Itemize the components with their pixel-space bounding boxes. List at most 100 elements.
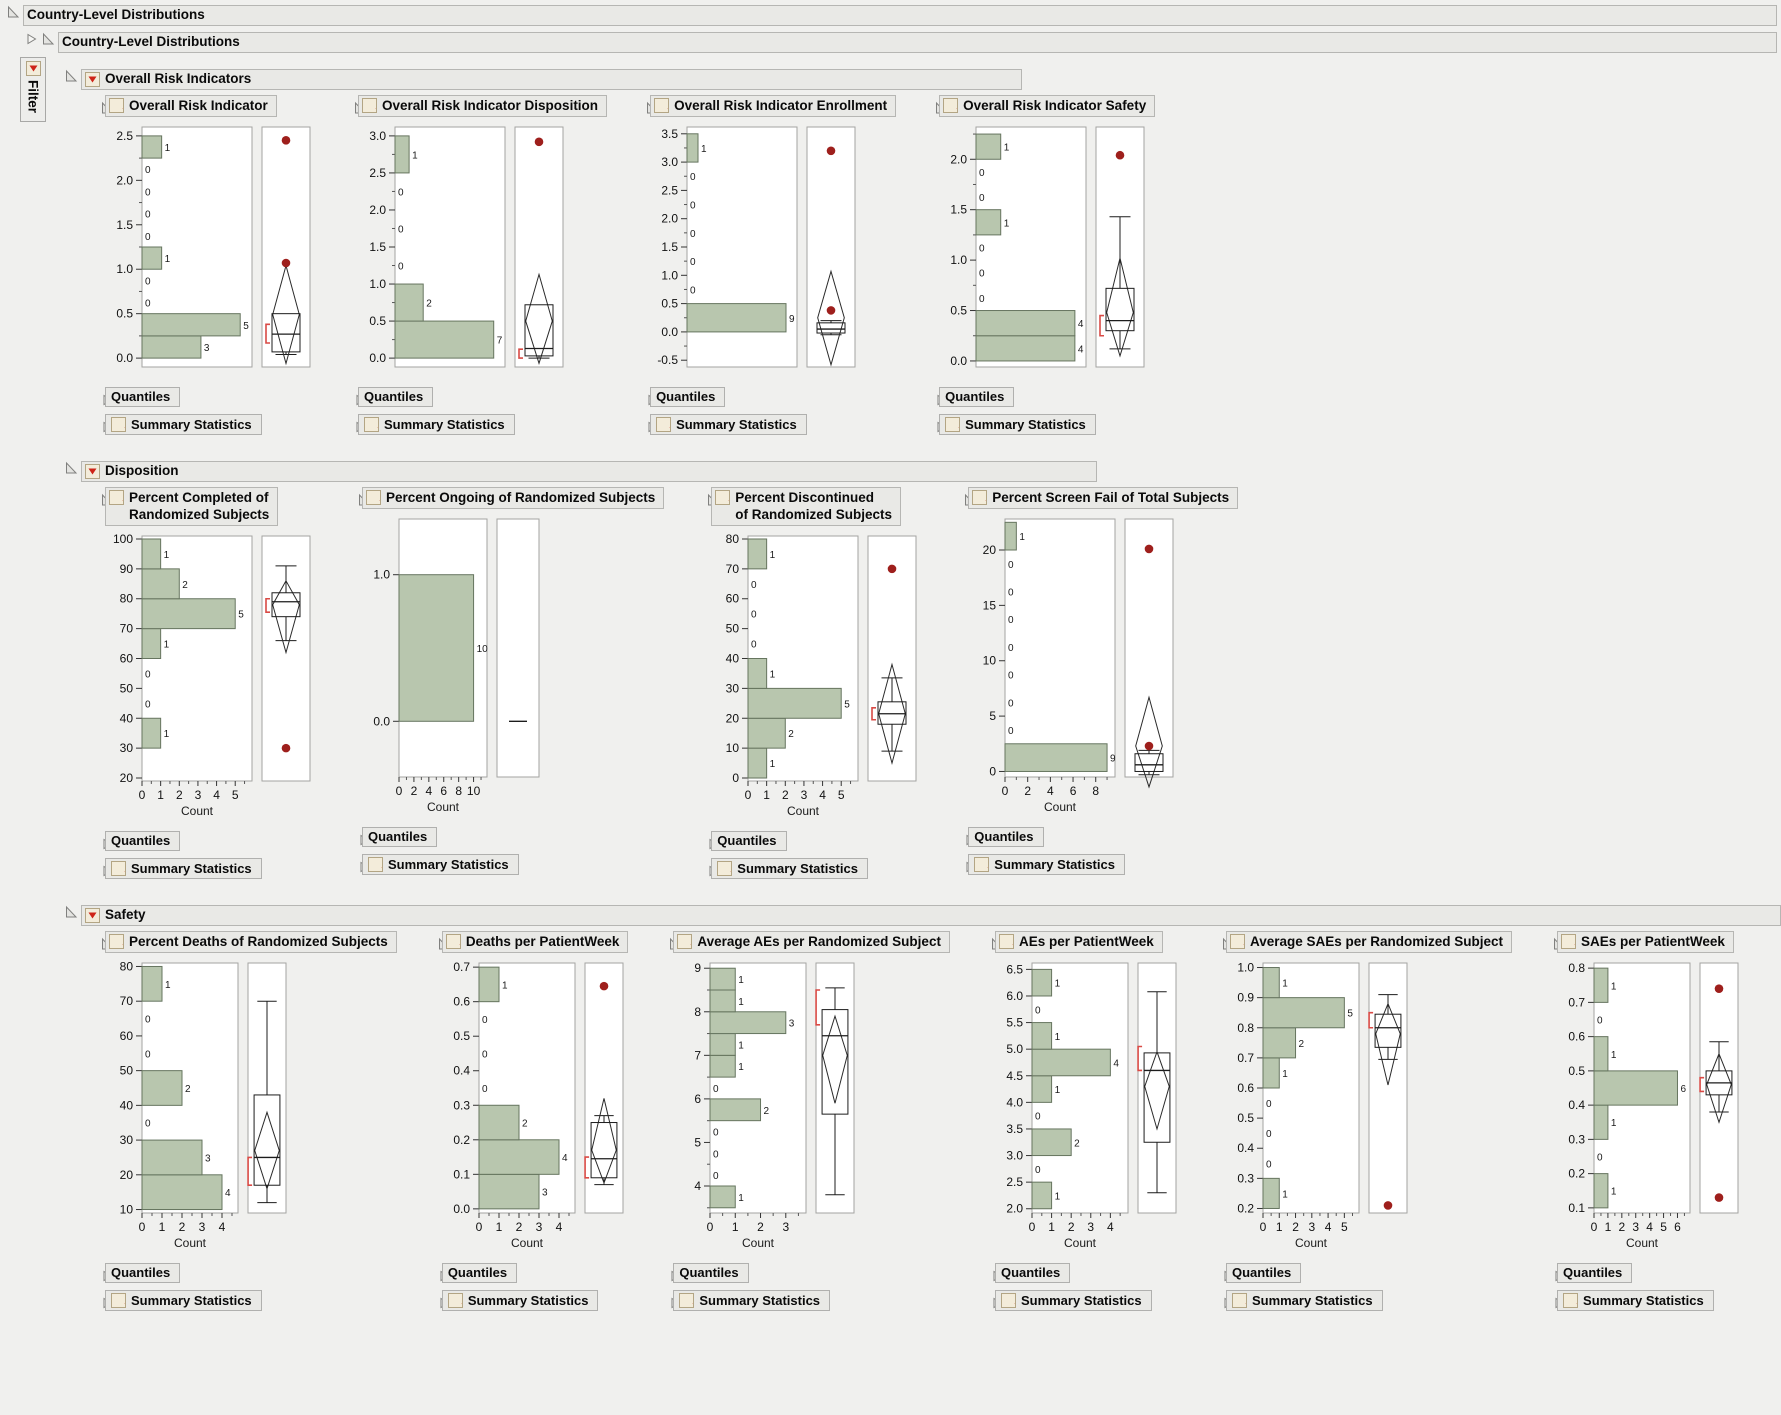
histogram-bar[interactable] [1031, 968, 1053, 997]
summary-statistics-button[interactable]: Summary Statistics [441, 1290, 599, 1311]
quantiles-button[interactable]: Quantiles [358, 387, 434, 407]
panel-title-bar[interactable]: Percent Screen Fail of Total Subjects [968, 487, 1239, 509]
filter-tab[interactable]: Filter [20, 57, 46, 123]
panel-title-bar[interactable]: Average SAEs per Randomized Subject [1225, 931, 1513, 953]
expand-icon[interactable] [633, 387, 658, 406]
outlier-point[interactable] [281, 743, 291, 753]
panel-title-bar[interactable]: Percent Ongoing of Randomized Subjects [362, 487, 665, 509]
red-menu-icon[interactable] [1229, 934, 1245, 949]
red-menu-icon[interactable] [943, 98, 959, 113]
quantiles-button[interactable]: Quantiles [1557, 1263, 1633, 1283]
summary-statistics-button[interactable]: Summary Statistics [105, 414, 262, 435]
collapse-icon[interactable] [88, 931, 114, 950]
panel-title-bar[interactable]: Percent Discontinued of Randomized Subjec… [711, 487, 902, 526]
histogram-bar[interactable] [747, 747, 768, 779]
histogram-bar[interactable] [709, 1033, 737, 1056]
outlier-point[interactable] [887, 564, 897, 574]
expand-icon[interactable] [978, 1263, 1003, 1282]
expand-icon[interactable] [922, 387, 947, 406]
red-menu-icon[interactable] [1231, 1293, 1247, 1308]
histogram-bar[interactable] [1031, 1128, 1072, 1157]
histogram-bar[interactable] [975, 133, 1002, 160]
histogram-bar[interactable] [1593, 1173, 1609, 1209]
expand-icon[interactable] [88, 858, 113, 877]
red-menu-icon[interactable] [677, 934, 693, 949]
outlier-point[interactable] [1383, 1201, 1393, 1210]
expand-icon[interactable] [1540, 1263, 1565, 1282]
collapse-icon[interactable] [88, 487, 114, 506]
collapse-icon[interactable] [41, 32, 55, 46]
summary-statistics-button[interactable]: Summary Statistics [711, 858, 868, 879]
red-menu-icon[interactable] [654, 98, 670, 113]
expand-icon[interactable] [951, 827, 976, 846]
histogram-bar[interactable] [709, 1054, 737, 1078]
histogram-bar[interactable] [1262, 967, 1280, 999]
histogram-bar[interactable] [747, 687, 843, 719]
expand-icon[interactable] [345, 854, 370, 873]
quantiles-button[interactable]: Quantiles [105, 1263, 181, 1283]
collapse-icon[interactable] [6, 5, 20, 19]
quantiles-button[interactable]: Quantiles [441, 1263, 518, 1283]
expand-icon[interactable] [1540, 1290, 1565, 1309]
histogram-bar[interactable] [747, 658, 768, 689]
panel-title-bar[interactable]: SAEs per PatientWeek [1557, 931, 1734, 953]
expand-icon[interactable] [978, 1290, 1003, 1309]
collapse-icon[interactable] [1209, 931, 1235, 950]
red-menu-icon[interactable] [715, 490, 731, 505]
red-menu-icon[interactable] [368, 857, 383, 872]
outlier-point[interactable] [1115, 150, 1125, 160]
expand-icon[interactable] [1209, 1290, 1234, 1309]
summary-statistics-button[interactable]: Summary Statistics [650, 414, 807, 435]
histogram-bar[interactable] [709, 967, 737, 991]
expand-icon[interactable] [88, 831, 113, 850]
histogram-bar[interactable] [747, 717, 787, 749]
histogram-bar[interactable] [141, 965, 163, 1002]
summary-statistics-button[interactable]: Summary Statistics [358, 414, 515, 435]
histogram-bar[interactable] [709, 1185, 737, 1209]
histogram-bar[interactable] [709, 1011, 787, 1035]
collapse-icon[interactable] [425, 931, 450, 950]
expand-icon[interactable] [88, 387, 113, 406]
red-menu-icon[interactable] [85, 72, 100, 87]
expand-icon[interactable] [341, 414, 366, 433]
expand-icon[interactable] [341, 387, 366, 406]
expand-icon[interactable] [1209, 1263, 1234, 1282]
collapse-icon[interactable] [88, 95, 114, 114]
red-menu-icon[interactable] [679, 1293, 695, 1308]
section-title-bar[interactable]: Disposition [81, 461, 1097, 482]
red-menu-icon[interactable] [717, 861, 733, 876]
quantiles-button[interactable]: Quantiles [650, 387, 726, 407]
histogram-bar[interactable] [1031, 1048, 1111, 1077]
red-menu-icon[interactable] [1563, 1293, 1579, 1308]
red-menu-icon[interactable] [362, 98, 377, 113]
expand-icon[interactable] [694, 831, 719, 850]
collapse-icon[interactable] [951, 487, 977, 506]
collapse-icon[interactable] [341, 95, 367, 114]
expand-icon[interactable] [694, 858, 719, 877]
summary-statistics-button[interactable]: Summary Statistics [1557, 1290, 1714, 1311]
histogram-bar[interactable] [141, 1070, 183, 1106]
quantiles-button[interactable]: Quantiles [105, 387, 181, 407]
summary-statistics-button[interactable]: Summary Statistics [362, 854, 519, 875]
histogram-bar[interactable] [394, 135, 410, 174]
histogram-bar[interactable] [1262, 997, 1345, 1029]
outlier-point[interactable] [1144, 741, 1154, 751]
panel-title-bar[interactable]: Overall Risk Indicator Safety [939, 95, 1156, 117]
histogram-bar[interactable] [1262, 1177, 1280, 1209]
quantiles-button[interactable]: Quantiles [673, 1263, 749, 1283]
histogram-bar[interactable] [1004, 743, 1108, 772]
histogram-bar[interactable] [141, 313, 241, 337]
expand-icon[interactable] [656, 1290, 681, 1309]
panel-title-bar[interactable]: AEs per PatientWeek [994, 931, 1163, 953]
quantiles-button[interactable]: Quantiles [968, 827, 1044, 847]
histogram-bar[interactable] [975, 310, 1076, 337]
outlier-point[interactable] [1144, 544, 1154, 554]
histogram-bar[interactable] [1031, 1022, 1053, 1050]
filter-menu-icon[interactable] [25, 61, 41, 76]
report-title-bar[interactable]: Country-Level Distributions [23, 5, 1777, 26]
histogram-bar[interactable] [478, 1139, 560, 1175]
histogram-bar[interactable] [1004, 521, 1018, 551]
histogram-bar[interactable] [141, 598, 236, 630]
outlier-point[interactable] [281, 136, 291, 145]
red-menu-icon[interactable] [111, 861, 126, 876]
